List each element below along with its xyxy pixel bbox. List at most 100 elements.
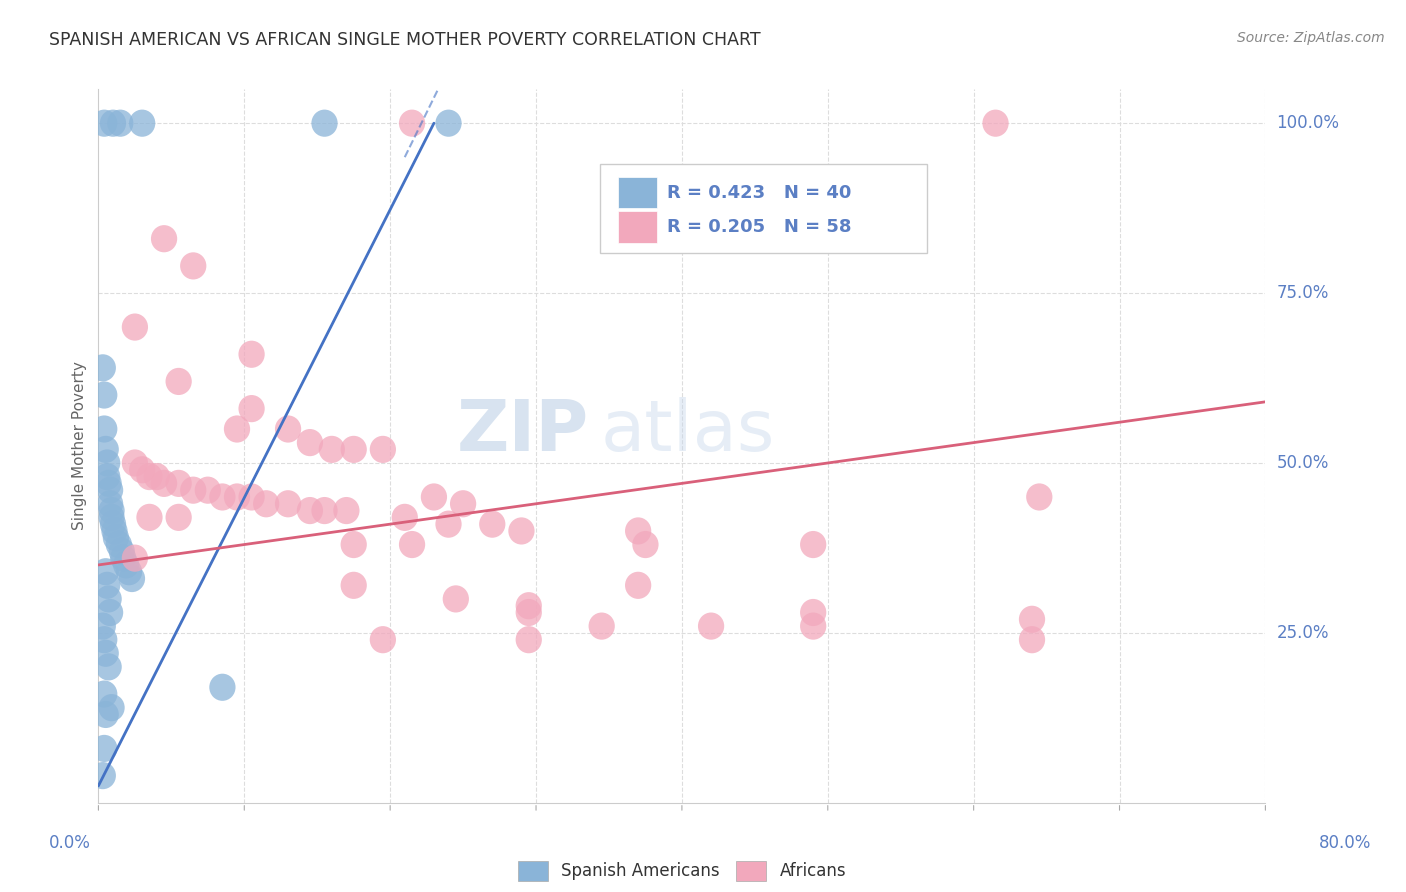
Ellipse shape <box>97 476 124 504</box>
Ellipse shape <box>311 110 337 136</box>
Ellipse shape <box>800 531 827 558</box>
Ellipse shape <box>105 531 132 558</box>
FancyBboxPatch shape <box>600 164 927 253</box>
Text: ZIP: ZIP <box>457 397 589 467</box>
Ellipse shape <box>166 504 191 531</box>
Ellipse shape <box>194 476 221 504</box>
Ellipse shape <box>91 110 117 136</box>
Ellipse shape <box>209 673 236 701</box>
Ellipse shape <box>224 483 250 510</box>
Ellipse shape <box>90 762 115 789</box>
Ellipse shape <box>516 592 541 619</box>
Text: 80.0%: 80.0% <box>1319 834 1371 852</box>
Ellipse shape <box>150 470 177 497</box>
Ellipse shape <box>1019 606 1045 633</box>
Text: Source: ZipAtlas.com: Source: ZipAtlas.com <box>1237 31 1385 45</box>
Ellipse shape <box>180 252 207 279</box>
Ellipse shape <box>93 640 120 667</box>
Ellipse shape <box>370 436 396 463</box>
Text: 50.0%: 50.0% <box>1277 454 1329 472</box>
Ellipse shape <box>399 110 425 136</box>
Ellipse shape <box>94 572 121 599</box>
Ellipse shape <box>136 504 163 531</box>
FancyBboxPatch shape <box>617 177 658 209</box>
Ellipse shape <box>122 450 148 476</box>
Ellipse shape <box>103 524 129 551</box>
Ellipse shape <box>239 341 264 368</box>
Ellipse shape <box>224 416 250 442</box>
Ellipse shape <box>112 551 139 579</box>
Ellipse shape <box>626 572 651 599</box>
Ellipse shape <box>276 416 301 442</box>
Ellipse shape <box>97 491 124 517</box>
Ellipse shape <box>100 510 127 538</box>
Ellipse shape <box>340 436 367 463</box>
Ellipse shape <box>370 626 396 653</box>
Ellipse shape <box>340 531 367 558</box>
FancyBboxPatch shape <box>617 211 658 243</box>
Ellipse shape <box>100 110 127 136</box>
Ellipse shape <box>297 497 323 524</box>
Text: atlas: atlas <box>600 397 775 467</box>
Ellipse shape <box>239 483 264 510</box>
Text: R = 0.423   N = 40: R = 0.423 N = 40 <box>666 184 851 202</box>
Ellipse shape <box>311 497 337 524</box>
Ellipse shape <box>96 470 122 497</box>
Ellipse shape <box>94 463 121 491</box>
Ellipse shape <box>150 225 177 252</box>
Ellipse shape <box>253 491 280 517</box>
Ellipse shape <box>136 463 163 491</box>
Text: SPANISH AMERICAN VS AFRICAN SINGLE MOTHER POVERTY CORRELATION CHART: SPANISH AMERICAN VS AFRICAN SINGLE MOTHE… <box>49 31 761 49</box>
Ellipse shape <box>399 531 425 558</box>
Ellipse shape <box>516 626 541 653</box>
Text: 75.0%: 75.0% <box>1277 284 1329 302</box>
Ellipse shape <box>436 510 461 538</box>
Ellipse shape <box>98 694 125 722</box>
Ellipse shape <box>626 517 651 544</box>
Ellipse shape <box>239 395 264 422</box>
Ellipse shape <box>91 681 117 707</box>
Ellipse shape <box>98 497 125 524</box>
Ellipse shape <box>122 544 148 572</box>
Ellipse shape <box>93 558 120 585</box>
Ellipse shape <box>91 626 117 653</box>
Ellipse shape <box>122 313 148 341</box>
Ellipse shape <box>589 613 614 640</box>
Ellipse shape <box>93 436 120 463</box>
Ellipse shape <box>91 416 117 442</box>
Ellipse shape <box>166 470 191 497</box>
Ellipse shape <box>107 110 134 136</box>
Ellipse shape <box>96 585 122 613</box>
Ellipse shape <box>180 476 207 504</box>
Ellipse shape <box>110 544 136 572</box>
Legend: Spanish Americans, Africans: Spanish Americans, Africans <box>510 855 853 888</box>
Ellipse shape <box>436 110 461 136</box>
Ellipse shape <box>120 565 145 592</box>
Ellipse shape <box>697 613 724 640</box>
Ellipse shape <box>800 599 827 626</box>
Text: 0.0%: 0.0% <box>49 834 91 852</box>
Text: 100.0%: 100.0% <box>1277 114 1340 132</box>
Ellipse shape <box>166 368 191 395</box>
Ellipse shape <box>97 599 124 626</box>
Y-axis label: Single Mother Poverty: Single Mother Poverty <box>72 361 87 531</box>
Ellipse shape <box>90 613 115 640</box>
Ellipse shape <box>297 429 323 456</box>
Ellipse shape <box>209 483 236 510</box>
Ellipse shape <box>479 510 505 538</box>
Ellipse shape <box>143 463 170 491</box>
Ellipse shape <box>983 110 1008 136</box>
Ellipse shape <box>115 558 142 585</box>
Ellipse shape <box>450 491 477 517</box>
Ellipse shape <box>443 585 470 613</box>
Ellipse shape <box>516 599 541 626</box>
Ellipse shape <box>129 456 155 483</box>
Text: 25.0%: 25.0% <box>1277 624 1329 642</box>
Ellipse shape <box>91 382 117 409</box>
Ellipse shape <box>420 483 447 510</box>
Ellipse shape <box>98 504 125 531</box>
Text: R = 0.205   N = 58: R = 0.205 N = 58 <box>666 218 851 235</box>
Ellipse shape <box>1026 483 1053 510</box>
Ellipse shape <box>96 653 122 681</box>
Ellipse shape <box>90 354 115 382</box>
